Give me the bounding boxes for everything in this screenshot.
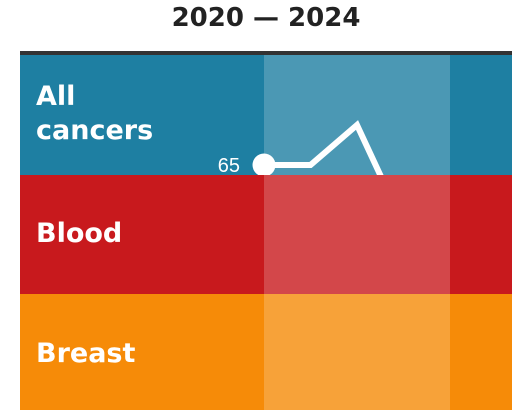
series-label: Blood [36,218,123,249]
period-band [264,294,450,410]
row-all-cancers: All cancers 6562 [20,55,512,175]
series-label: All cancers [36,81,154,146]
chart-title: 2020 — 2024 [171,3,361,33]
start-point [252,153,276,175]
series-label: Breast [36,338,136,369]
period-band [264,55,450,175]
sparkline-breast: 6959 [264,294,450,410]
row-blood: Blood 7170 [20,175,512,294]
chart-rows: All cancers 6562 Blood 7170 Breast 6959 [20,55,512,410]
row-breast: Breast 6959 [20,294,512,410]
period-band [264,175,450,294]
sparkline-blood: 7170 [264,175,450,294]
sparkline-all-cancers: 6562 [218,55,450,175]
title-rule [20,51,512,55]
series-line [261,120,384,175]
start-value-label: 65 [218,155,240,175]
